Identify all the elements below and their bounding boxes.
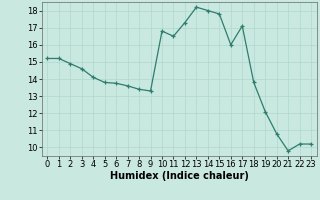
X-axis label: Humidex (Indice chaleur): Humidex (Indice chaleur): [110, 171, 249, 181]
